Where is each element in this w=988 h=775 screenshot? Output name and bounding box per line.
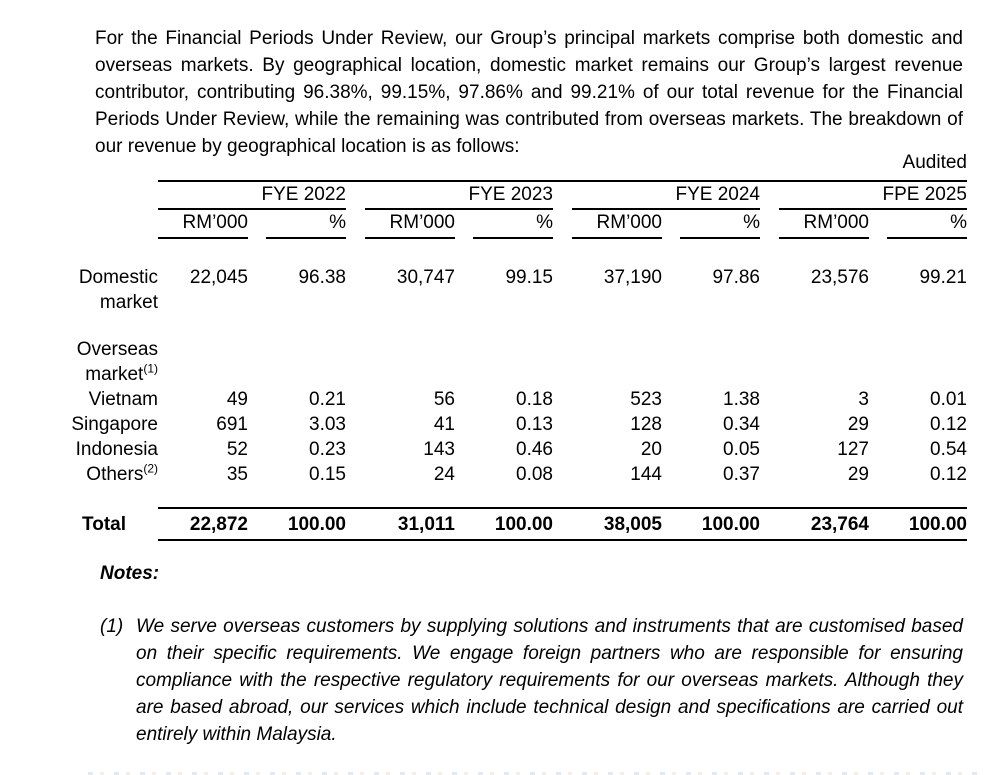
cell-value: 100.00 bbox=[680, 507, 760, 541]
cell-value: 3 bbox=[858, 389, 869, 410]
cell-value: 100.00 bbox=[473, 507, 553, 541]
cutoff-next-line bbox=[88, 772, 978, 775]
cell-value: 691 bbox=[216, 414, 248, 435]
total-label: Total bbox=[82, 513, 126, 535]
cell-value: 0.21 bbox=[309, 389, 346, 410]
amount-header: RM’000 bbox=[158, 209, 248, 239]
cell-value: 41 bbox=[433, 414, 455, 435]
percent-header: % bbox=[266, 209, 346, 239]
cell-value: 0.18 bbox=[516, 389, 553, 410]
intro-paragraph: For the Financial Periods Under Review, … bbox=[95, 28, 963, 157]
period-header-row: FYE 2022 FYE 2023 FYE 2024 FPE 2025 bbox=[18, 181, 967, 210]
cell-value: 22,045 bbox=[189, 267, 248, 288]
cell-value: 0.13 bbox=[516, 414, 553, 435]
cell-value: 38,005 bbox=[572, 507, 662, 541]
cell-value: 0.23 bbox=[309, 439, 346, 460]
footnote-ref-1: (1) bbox=[143, 361, 158, 376]
percent-header: % bbox=[887, 209, 967, 239]
period-fye-2023: FYE 2023 bbox=[365, 181, 553, 210]
row-label: Indonesia bbox=[75, 439, 158, 460]
notes-heading: Notes: bbox=[100, 563, 160, 584]
cell-value: 35 bbox=[226, 464, 248, 485]
cell-value: 3.03 bbox=[309, 414, 346, 435]
cell-value: 29 bbox=[847, 414, 869, 435]
cell-value: 1.38 bbox=[723, 389, 760, 410]
cell-value: 0.46 bbox=[516, 439, 553, 460]
cell-value: 23,576 bbox=[810, 267, 869, 288]
cell-value: 0.34 bbox=[723, 414, 760, 435]
period-fye-2022: FYE 2022 bbox=[158, 181, 346, 210]
cell-value: 56 bbox=[433, 389, 455, 410]
table-row-others: Others(2) 35 0.15 24 0.08 144 0.37 29 0.… bbox=[18, 462, 967, 487]
cell-value: 20 bbox=[640, 439, 662, 460]
table-row-vietnam: Vietnam 49 0.21 56 0.18 523 1.38 3 0.01 bbox=[18, 387, 967, 412]
table-row-total: Total 22,872 100.00 31,011 100.00 38,005… bbox=[18, 507, 967, 541]
cell-value: 0.05 bbox=[723, 439, 760, 460]
cell-value: 52 bbox=[226, 439, 248, 460]
cell-value: 29 bbox=[847, 464, 869, 485]
row-label: Domestic market bbox=[78, 267, 158, 313]
cell-value: 24 bbox=[433, 464, 455, 485]
period-fpe-2025: FPE 2025 bbox=[779, 181, 967, 210]
cell-value: 0.12 bbox=[930, 414, 967, 435]
cell-value: 0.01 bbox=[930, 389, 967, 410]
cell-value: 31,011 bbox=[365, 507, 455, 541]
table-row-overseas-market: Overseas market(1) bbox=[18, 337, 967, 387]
cell-value: 144 bbox=[630, 464, 662, 485]
amount-header: RM’000 bbox=[572, 209, 662, 239]
cell-value: 127 bbox=[837, 439, 869, 460]
amount-header: RM’000 bbox=[779, 209, 869, 239]
row-label: Vietnam bbox=[88, 389, 158, 410]
cell-value: 0.54 bbox=[930, 439, 967, 460]
cell-value: 97.86 bbox=[712, 267, 760, 288]
audited-header-row: Audited bbox=[18, 150, 967, 182]
cell-value: 0.15 bbox=[309, 464, 346, 485]
cell-value: 100.00 bbox=[887, 507, 967, 541]
table-row-domestic-market: Domestic market 22,045 96.38 30,747 99.1… bbox=[18, 265, 967, 315]
cell-value: 96.38 bbox=[298, 267, 346, 288]
cell-value: 99.21 bbox=[919, 267, 967, 288]
footnote-ref-2: (2) bbox=[143, 461, 158, 476]
percent-header: % bbox=[680, 209, 760, 239]
period-fye-2024: FYE 2024 bbox=[572, 181, 760, 210]
unit-header-row: RM’000 % RM’000 % RM’000 % RM’000 % bbox=[18, 209, 967, 239]
cell-value: 37,190 bbox=[603, 267, 662, 288]
cell-value: 0.08 bbox=[516, 464, 553, 485]
table-row-singapore: Singapore 691 3.03 41 0.13 128 0.34 29 0… bbox=[18, 412, 967, 437]
cell-value: 523 bbox=[630, 389, 662, 410]
cell-value: 49 bbox=[226, 389, 248, 410]
note-number: (1) bbox=[100, 616, 124, 637]
cell-value: 143 bbox=[423, 439, 455, 460]
cell-value: 128 bbox=[630, 414, 662, 435]
table-row-indonesia: Indonesia 52 0.23 143 0.46 20 0.05 127 0… bbox=[18, 437, 967, 462]
cell-value: 100.00 bbox=[266, 507, 346, 541]
note-text: We serve overseas customers by supplying… bbox=[136, 616, 963, 745]
row-label: Overseas market(1) bbox=[76, 339, 158, 385]
audited-label: Audited bbox=[158, 150, 967, 182]
notes-section: Notes: (1) We serve overseas customers b… bbox=[100, 560, 963, 775]
note-item-1: (1) We serve overseas customers by suppl… bbox=[100, 613, 963, 748]
cell-value: 0.12 bbox=[930, 464, 967, 485]
row-label: Others(2) bbox=[86, 461, 158, 485]
revenue-by-geography-table: Audited FYE 2022 FYE 2023 FYE 2024 FPE 2… bbox=[18, 150, 967, 541]
percent-header: % bbox=[473, 209, 553, 239]
cell-value: 99.15 bbox=[505, 267, 553, 288]
cell-value: 0.37 bbox=[723, 464, 760, 485]
cell-value: 22,872 bbox=[158, 507, 248, 541]
cell-value: 30,747 bbox=[396, 267, 455, 288]
amount-header: RM’000 bbox=[365, 209, 455, 239]
row-label: Singapore bbox=[71, 414, 158, 435]
cell-value: 23,764 bbox=[779, 507, 869, 541]
